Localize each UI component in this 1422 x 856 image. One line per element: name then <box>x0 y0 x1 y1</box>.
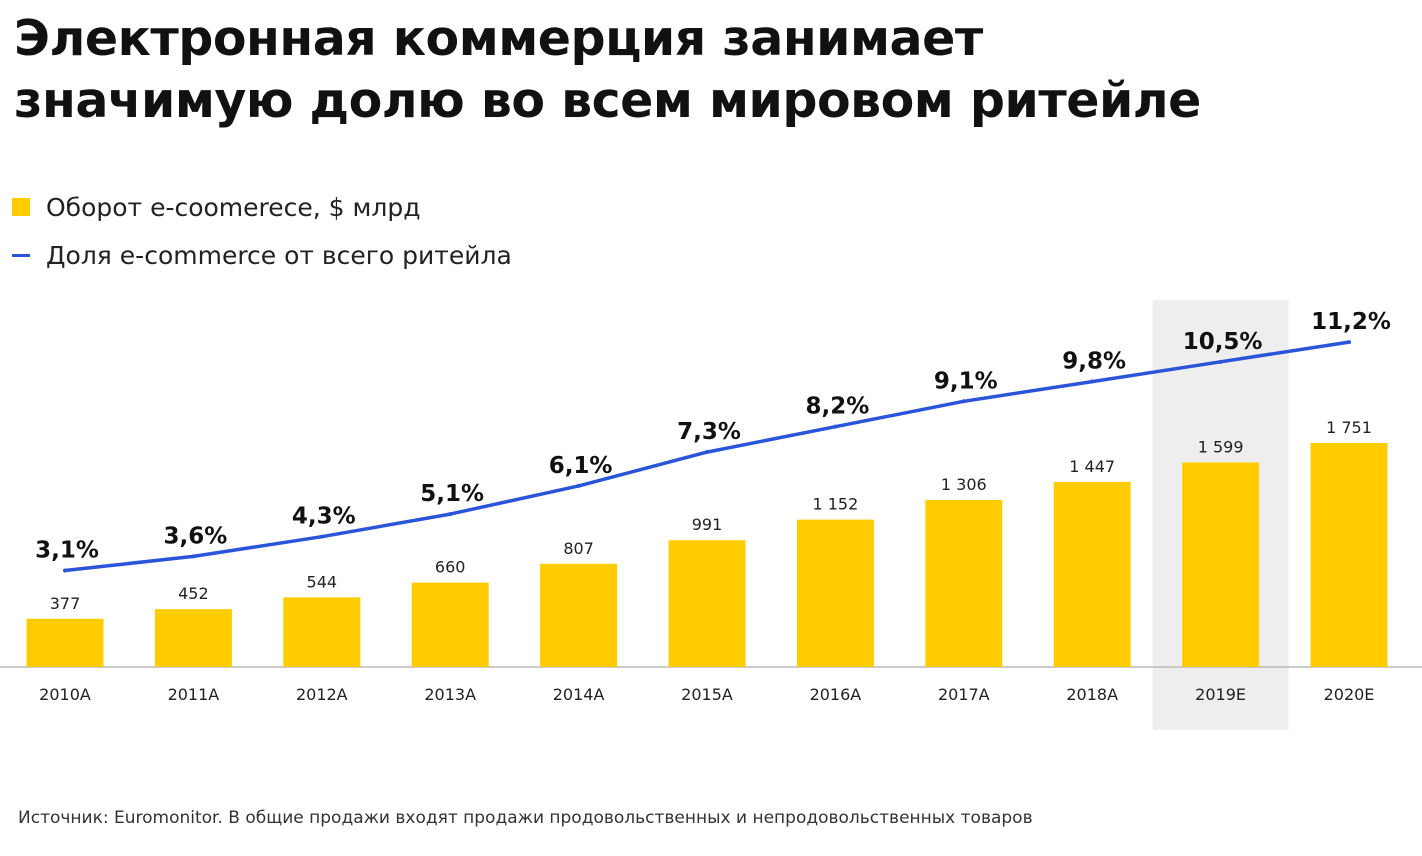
share-label-2019E: 10,5% <box>1183 329 1263 355</box>
x-tick-label-2015A: 2015A <box>681 685 733 704</box>
share-point-2014A <box>576 483 581 488</box>
bar-label-2015A: 991 <box>692 515 723 534</box>
legend-label-turnover: Оборот e-coomerece, $ млрд <box>46 192 421 222</box>
bar-label-2019E: 1 599 <box>1198 437 1244 456</box>
chart-title-line-2: значимую долю во всем мировом ритейле <box>14 72 1201 129</box>
share-point-2012A <box>319 534 324 539</box>
share-label-2015A: 7,3% <box>677 419 741 445</box>
share-point-2016A <box>833 424 838 429</box>
share-label-2010A: 3,1% <box>35 538 99 564</box>
legend-bar-swatch <box>12 198 30 216</box>
x-tick-label-2012A: 2012A <box>296 685 348 704</box>
share-label-2020E: 11,2% <box>1311 309 1391 335</box>
bar-label-2012A: 544 <box>307 572 338 591</box>
legend-label-share: Доля e-commerce от всего ритейла <box>46 240 512 270</box>
bar-2013A <box>411 582 489 667</box>
legend-item-turnover: Оборот e-coomerece, $ млрд <box>12 190 512 224</box>
bar-label-2020E: 1 751 <box>1326 418 1372 437</box>
bar-label-2011A: 452 <box>178 584 209 603</box>
legend-item-share: Доля e-commerce от всего ритейла <box>12 238 512 272</box>
bar-2017A <box>925 499 1003 667</box>
share-point-2015A <box>705 450 709 455</box>
bar-2012A <box>283 597 361 667</box>
legend: Оборот e-coomerece, $ млрд Доля e-commer… <box>12 190 512 286</box>
bar-label-2016A: 1 152 <box>812 495 858 514</box>
share-point-2020E <box>1347 340 1351 345</box>
share-label-2016A: 8,2% <box>806 394 870 420</box>
share-point-2019E <box>1218 359 1223 364</box>
chart-title-line-1: Электронная коммерция занимает <box>14 10 983 67</box>
x-tick-label-2016A: 2016A <box>810 685 862 704</box>
x-tick-label-2017A: 2017A <box>938 685 990 704</box>
bar-2014A <box>540 563 618 667</box>
share-label-2012A: 4,3% <box>292 504 356 530</box>
share-point-2018A <box>1090 379 1095 384</box>
source-note: Источник: Euromonitor. В общие продажи в… <box>18 808 1033 828</box>
bar-label-2014A: 807 <box>563 539 594 558</box>
chart-title: Электронная коммерция занимает значимую … <box>14 8 1394 132</box>
x-tick-label-2013A: 2013A <box>424 685 476 704</box>
x-tick-label-2011A: 2011A <box>168 685 220 704</box>
share-label-2017A: 9,1% <box>934 368 998 394</box>
x-tick-label-2019E: 2019E <box>1195 685 1246 704</box>
x-tick-label-2020E: 2020E <box>1324 685 1375 704</box>
share-point-2017A <box>961 399 966 404</box>
bar-2019E <box>1182 462 1260 667</box>
share-point-2013A <box>448 512 453 517</box>
bar-2015A <box>668 540 746 667</box>
bar-label-2018A: 1 447 <box>1069 457 1115 476</box>
bar-2018A <box>1053 481 1131 667</box>
share-label-2014A: 6,1% <box>549 453 613 479</box>
bar-2011A <box>154 609 232 667</box>
x-tick-label-2018A: 2018A <box>1066 685 1118 704</box>
x-tick-label-2014A: 2014A <box>553 685 605 704</box>
legend-line-swatch <box>12 253 30 257</box>
bar-2016A <box>796 519 874 667</box>
share-label-2013A: 5,1% <box>420 481 484 507</box>
share-point-2011A <box>191 554 196 559</box>
x-tick-label-2010A: 2010A <box>39 685 91 704</box>
share-label-2011A: 3,6% <box>164 523 228 549</box>
share-label-2018A: 9,8% <box>1062 349 1126 375</box>
bar-2010A <box>26 618 104 667</box>
bar-label-2017A: 1 306 <box>941 475 987 494</box>
bar-label-2013A: 660 <box>435 558 466 577</box>
share-point-2010A <box>63 568 67 573</box>
bar-label-2010A: 377 <box>50 594 81 613</box>
bar-2020E <box>1310 443 1388 667</box>
